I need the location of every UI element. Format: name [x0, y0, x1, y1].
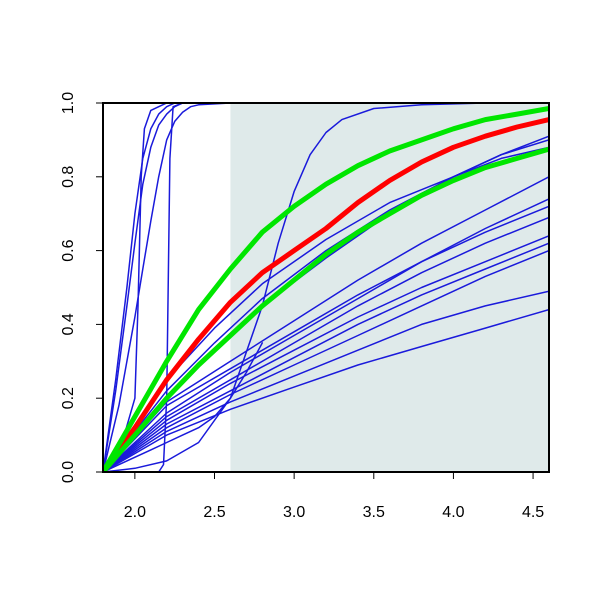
y-tick-label: 0.0: [60, 461, 77, 483]
x-tick-label: 4.0: [442, 504, 464, 521]
x-tick-label: 3.0: [283, 504, 305, 521]
red-series-line-20: [103, 117, 549, 472]
blue-series-line-18: [103, 308, 549, 472]
green-series-line-22: [103, 146, 549, 472]
blue-series-line-16: [103, 249, 549, 472]
blue-series-line-15: [103, 242, 549, 472]
x-tick-label: 2.5: [203, 504, 225, 521]
blue-series-line-14: [103, 235, 549, 472]
plot-frame: [102, 102, 550, 473]
green-series-line-21: [103, 106, 549, 472]
series-layer: [103, 103, 549, 472]
axes-layer: 2.0 2.5 3.0 3.5 4.0 4.5 0.0 0.2 0.4 0.6 0.8 1.0: [60, 92, 544, 521]
blue-series-line-19: [103, 342, 264, 472]
blue-series-line-13: [103, 216, 549, 472]
x-tick-label: 3.5: [363, 504, 385, 521]
blue-series-line-2: [103, 103, 549, 472]
y-tick-label: 0.4: [60, 313, 77, 335]
blue-series-line-6: [103, 103, 549, 472]
blue-series-line-17: [103, 290, 549, 472]
y-tick-label: 0.8: [60, 166, 77, 188]
blue-series-line-4: [103, 103, 549, 472]
y-tick-label: 1.0: [60, 92, 77, 114]
blue-series-line-10: [103, 176, 549, 472]
x-tick-label: 2.0: [124, 504, 146, 521]
x-tick-label: 4.5: [522, 504, 544, 521]
blue-series-line-11: [103, 198, 549, 472]
y-tick-label: 0.6: [60, 239, 77, 261]
blue-series-line-3: [103, 103, 549, 472]
blue-series-line-12: [103, 205, 549, 472]
y-tick-label: 0.2: [60, 387, 77, 409]
blue-series-line-1: [103, 103, 549, 472]
